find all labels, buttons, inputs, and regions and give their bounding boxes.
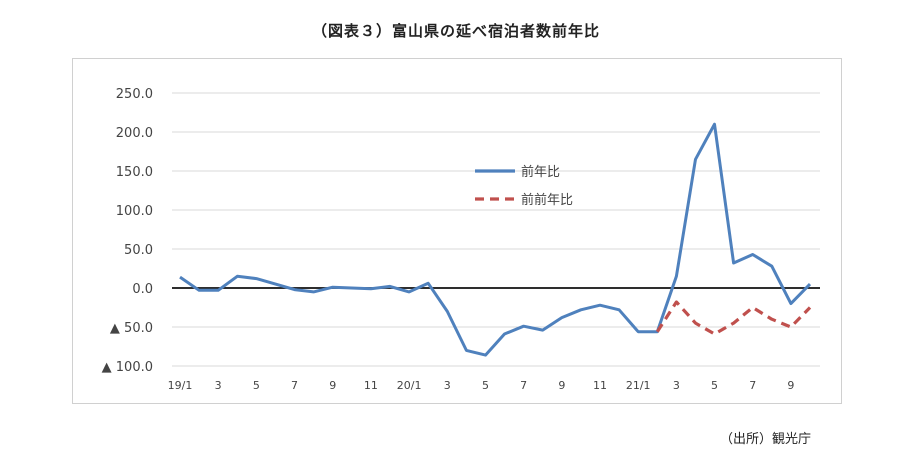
y-tick-label: 100.0 bbox=[116, 204, 153, 219]
legend-label-2: 前前年比 bbox=[521, 192, 573, 208]
x-tick-label: 19/1 bbox=[168, 379, 193, 392]
y-tick-label: ▲ 50.0 bbox=[110, 321, 153, 336]
y-tick-label: 200.0 bbox=[116, 126, 153, 141]
x-tick-label: 11 bbox=[364, 379, 378, 392]
y-tick-label: 150.0 bbox=[116, 165, 153, 180]
series-line-1 bbox=[179, 122, 812, 357]
y-tick-label: 50.0 bbox=[124, 243, 153, 258]
x-tick-label: 20/1 bbox=[397, 379, 422, 392]
x-tick-label: 7 bbox=[749, 379, 756, 392]
x-tick-label: 5 bbox=[253, 379, 260, 392]
x-tick-label: 3 bbox=[444, 379, 451, 392]
source-note: （出所）観光庁 bbox=[720, 432, 812, 447]
x-tick-label: 7 bbox=[520, 379, 527, 392]
x-tick-label: 3 bbox=[673, 379, 680, 392]
y-tick-label: 250.0 bbox=[116, 87, 153, 102]
chart-title: （図表３）富山県の延べ宿泊者数前年比 bbox=[311, 22, 600, 40]
y-tick-label: 0.0 bbox=[132, 282, 153, 297]
x-tick-label: 5 bbox=[482, 379, 489, 392]
series-line-2 bbox=[655, 300, 812, 336]
x-tick-label: 9 bbox=[558, 379, 565, 392]
x-tick-label: 21/1 bbox=[626, 379, 651, 392]
x-tick-label: 7 bbox=[291, 379, 298, 392]
x-tick-label: 9 bbox=[787, 379, 794, 392]
x-tick-label: 5 bbox=[711, 379, 718, 392]
x-tick-label: 3 bbox=[215, 379, 222, 392]
x-tick-label: 9 bbox=[329, 379, 336, 392]
legend-label-1: 前年比 bbox=[521, 164, 560, 180]
x-tick-label: 11 bbox=[593, 379, 607, 392]
y-tick-label: ▲ 100.0 bbox=[102, 360, 153, 375]
chart-frame bbox=[72, 58, 842, 404]
